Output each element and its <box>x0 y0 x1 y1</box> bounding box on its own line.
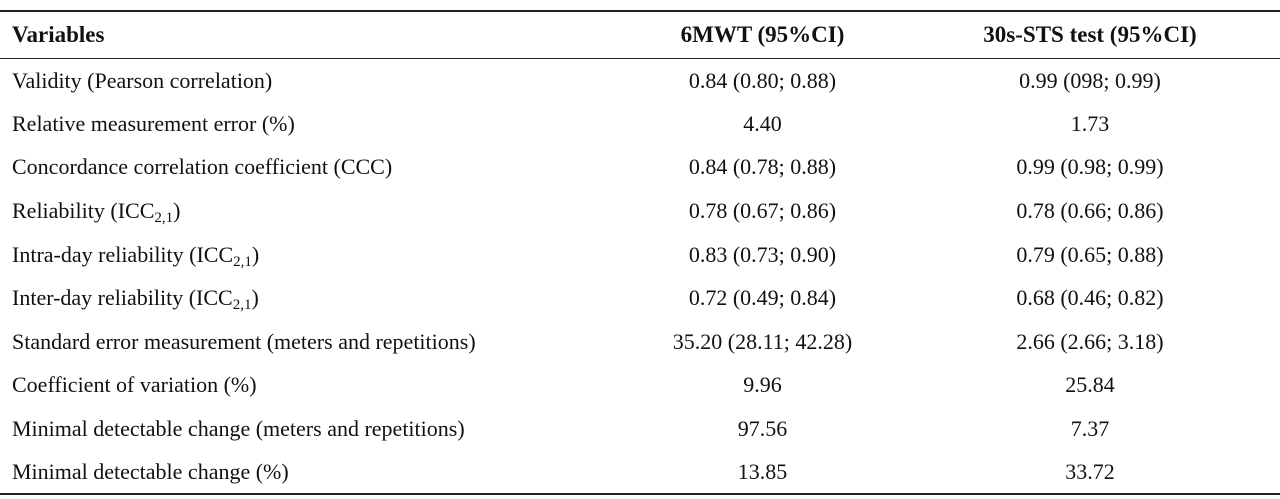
table-body: Validity (Pearson correlation) 0.84 (0.8… <box>0 59 1280 495</box>
cell-30s-sts: 0.99 (0.98; 0.99) <box>1016 154 1164 180</box>
cell-30s-sts: 0.99 (098; 0.99) <box>1019 67 1161 93</box>
row-variable-label: Validity (Pearson correlation) <box>0 59 625 103</box>
label-text: Reliability (ICC <box>12 198 155 224</box>
row-variable-label: Minimal detectable change (meters and re… <box>0 407 625 451</box>
cell-6mwt: 4.40 <box>743 110 782 136</box>
label-text: Minimal detectable change (%) <box>12 459 289 485</box>
label-text: Coefficient of variation (%) <box>12 372 257 398</box>
table-row: Standard error measurement (meters and r… <box>0 320 1280 364</box>
label-text: Intra-day reliability (ICC <box>12 241 234 267</box>
cell-6mwt: 0.84 (0.80; 0.88) <box>688 67 837 93</box>
row-variable-label: Minimal detectable change (%) <box>0 451 625 495</box>
table-row: Intra-day reliability (ICC2,1) 0.83 (0.7… <box>0 233 1280 277</box>
label-text: Validity (Pearson correlation) <box>12 67 273 93</box>
label-text: Inter-day reliability (ICC <box>12 285 233 311</box>
results-table: Variables 6MWT (95%CI) 30s-STS test (95%… <box>0 10 1280 495</box>
cell-6mwt: 9.96 <box>743 372 782 398</box>
label-subscript: 2,1 <box>154 210 174 227</box>
table-row: Concordance correlation coefficient (CCC… <box>0 146 1280 190</box>
label-subscript: 2,1 <box>233 253 252 270</box>
cell-30s-sts: 0.78 (0.66; 0.86) <box>1016 198 1164 224</box>
cell-6mwt: 0.72 (0.49; 0.84) <box>688 285 837 311</box>
cell-30s-sts: 1.73 <box>1070 110 1110 136</box>
table-row: Coefficient of variation (%) 9.96 25.84 <box>0 364 1280 408</box>
cell-30s-sts: 0.68 (0.46; 0.82) <box>1016 285 1164 311</box>
cell-6mwt: 0.78 (0.67; 0.86) <box>688 198 837 224</box>
table-row: Minimal detectable change (%) 13.85 33.7… <box>0 451 1280 495</box>
results-table-container: Variables 6MWT (95%CI) 30s-STS test (95%… <box>0 10 1280 495</box>
cell-6mwt: 0.83 (0.73; 0.90) <box>688 241 837 267</box>
cell-30s-sts: 25.84 <box>1065 372 1115 398</box>
row-variable-label: Inter-day reliability (ICC2,1) <box>0 276 625 320</box>
row-variable-label: Reliability (ICC2,1) <box>0 189 625 233</box>
table-row: Minimal detectable change (meters and re… <box>0 407 1280 451</box>
cell-30s-sts: 2.66 (2.66; 3.18) <box>1016 328 1164 354</box>
cell-30s-sts: 0.79 (0.65; 0.88) <box>1016 241 1164 267</box>
table-row: Inter-day reliability (ICC2,1) 0.72 (0.4… <box>0 276 1280 320</box>
table-row: Relative measurement error (%) 4.40 1.73 <box>0 102 1280 146</box>
cell-6mwt: 35.20 (28.11; 42.28) <box>672 328 853 354</box>
label-suffix: ) <box>251 241 260 267</box>
table-header: Variables 6MWT (95%CI) 30s-STS test (95%… <box>0 11 1280 59</box>
label-text: Concordance correlation coefficient (CCC… <box>12 154 393 180</box>
label-text: Standard error measurement (meters and r… <box>12 328 476 354</box>
row-variable-label: Concordance correlation coefficient (CCC… <box>0 146 625 190</box>
header-6mwt: 6MWT (95%CI) <box>680 22 845 47</box>
header-variables: Variables <box>12 22 105 47</box>
table-row: Reliability (ICC2,1) 0.78 (0.67; 0.86) 0… <box>0 189 1280 233</box>
label-subscript: 2,1 <box>232 297 252 314</box>
row-variable-label: Intra-day reliability (ICC2,1) <box>0 233 625 277</box>
cell-6mwt: 0.84 (0.78; 0.88) <box>688 154 837 180</box>
label-text: Relative measurement error (%) <box>12 110 295 136</box>
row-variable-label: Relative measurement error (%) <box>0 102 625 146</box>
cell-30s-sts: 7.37 <box>1070 416 1110 442</box>
label-text: Minimal detectable change (meters and re… <box>12 416 465 442</box>
table-row: Validity (Pearson correlation) 0.84 (0.8… <box>0 59 1280 103</box>
cell-6mwt: 97.56 <box>737 416 788 442</box>
cell-30s-sts: 33.72 <box>1065 459 1115 485</box>
row-variable-label: Coefficient of variation (%) <box>0 364 625 408</box>
label-suffix: ) <box>251 285 259 311</box>
label-suffix: ) <box>173 198 181 224</box>
header-30s-sts: 30s-STS test (95%CI) <box>983 22 1197 47</box>
row-variable-label: Standard error measurement (meters and r… <box>0 320 625 364</box>
header-row: Variables 6MWT (95%CI) 30s-STS test (95%… <box>0 11 1280 59</box>
cell-6mwt: 13.85 <box>737 459 788 485</box>
